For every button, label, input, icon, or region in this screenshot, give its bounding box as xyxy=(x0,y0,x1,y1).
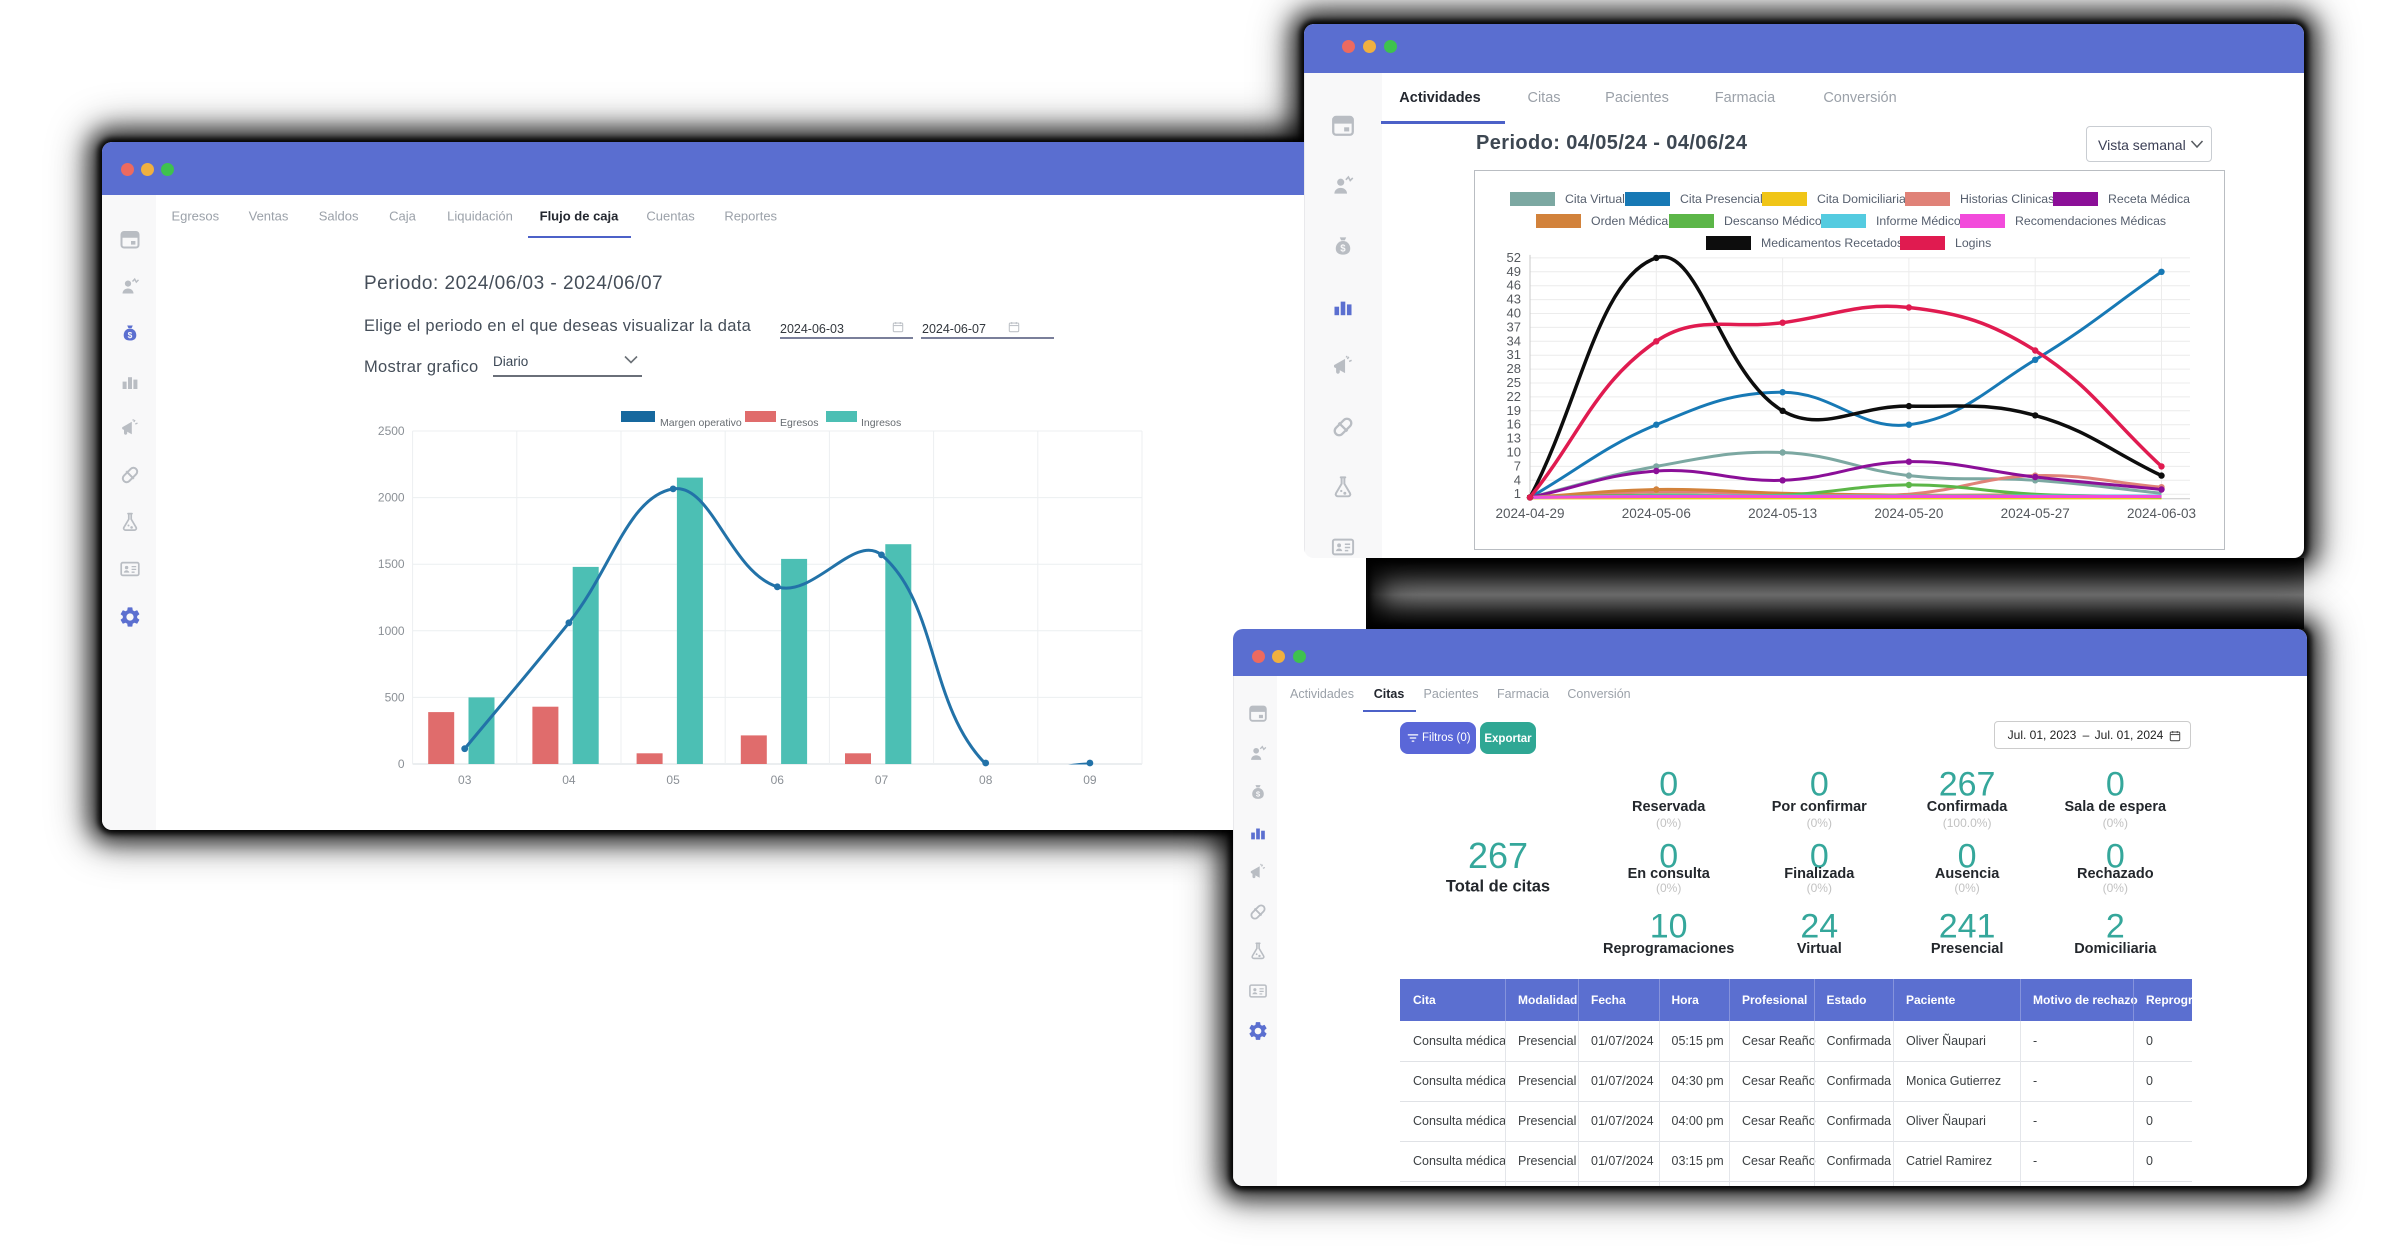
svg-text:05: 05 xyxy=(666,773,680,787)
svg-text:49: 49 xyxy=(1507,264,1521,279)
svg-text:1000: 1000 xyxy=(378,624,405,638)
svg-text:2000: 2000 xyxy=(378,491,405,505)
svg-text:22: 22 xyxy=(1507,389,1521,404)
svg-text:16: 16 xyxy=(1507,417,1521,432)
svg-text:2024-05-20: 2024-05-20 xyxy=(1874,506,1943,521)
svg-text:2500: 2500 xyxy=(378,424,405,438)
svg-text:2024-04-29: 2024-04-29 xyxy=(1495,506,1564,521)
svg-text:08: 08 xyxy=(979,773,993,787)
svg-text:31: 31 xyxy=(1507,347,1521,362)
svg-text:13: 13 xyxy=(1507,431,1521,446)
svg-text:52: 52 xyxy=(1507,250,1521,265)
svg-text:1: 1 xyxy=(1514,486,1521,501)
svg-text:43: 43 xyxy=(1507,292,1521,307)
svg-text:2024-05-06: 2024-05-06 xyxy=(1622,506,1691,521)
svg-text:2024-05-27: 2024-05-27 xyxy=(2001,506,2070,521)
svg-text:06: 06 xyxy=(771,773,785,787)
svg-text:2024-06-03: 2024-06-03 xyxy=(2127,506,2196,521)
svg-text:25: 25 xyxy=(1507,375,1521,390)
svg-text:500: 500 xyxy=(385,690,405,704)
svg-text:37: 37 xyxy=(1507,319,1521,334)
svg-text:2024-05-13: 2024-05-13 xyxy=(1748,506,1817,521)
svg-text:40: 40 xyxy=(1507,306,1521,321)
svg-text:46: 46 xyxy=(1507,278,1521,293)
svg-text:10: 10 xyxy=(1507,445,1521,460)
svg-text:4: 4 xyxy=(1514,472,1521,487)
svg-text:19: 19 xyxy=(1507,403,1521,418)
svg-text:07: 07 xyxy=(875,773,889,787)
svg-text:1500: 1500 xyxy=(378,557,405,571)
svg-text:0: 0 xyxy=(398,757,405,771)
svg-text:34: 34 xyxy=(1507,333,1521,348)
svg-text:04: 04 xyxy=(562,773,576,787)
svg-text:03: 03 xyxy=(458,773,472,787)
svg-text:09: 09 xyxy=(1083,773,1097,787)
svg-text:28: 28 xyxy=(1507,361,1521,376)
svg-text:7: 7 xyxy=(1514,458,1521,473)
